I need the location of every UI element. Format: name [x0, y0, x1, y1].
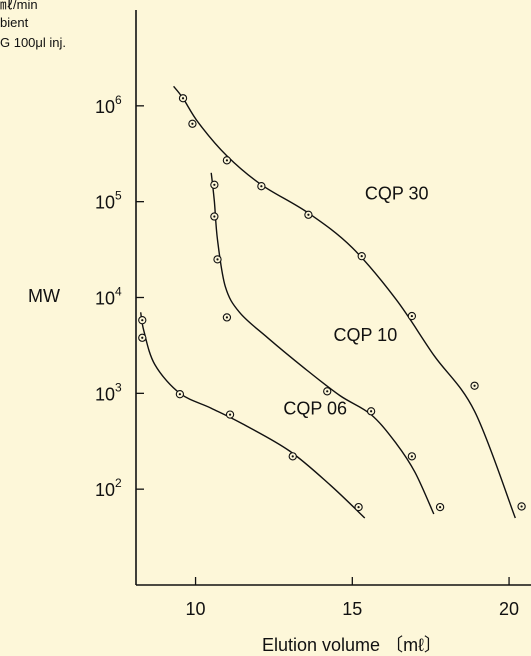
- point-dot: [178, 393, 181, 396]
- point-dot: [225, 316, 229, 319]
- x-tick-label: 20: [499, 599, 519, 619]
- chart-curves: [140, 85, 516, 519]
- point-dot: [228, 413, 232, 416]
- note-line-2: bient: [0, 15, 29, 30]
- y-axis-title: MW: [28, 286, 60, 306]
- data-point-cqp-30: [517, 502, 526, 511]
- data-point-cqp-10: [210, 180, 219, 189]
- point-dot: [213, 215, 216, 218]
- data-point-cqp-10: [435, 502, 445, 512]
- data-point-cqp-06: [354, 502, 363, 512]
- y-tick-label: 103: [95, 380, 122, 404]
- point-dot: [410, 455, 413, 458]
- data-point-cqp-10: [366, 407, 376, 416]
- point-dot: [216, 258, 219, 261]
- series-label-cqp-06: CQP 06: [283, 399, 347, 419]
- point-dot: [357, 505, 360, 509]
- point-dot: [225, 159, 229, 162]
- x-axis-title: Elution volume 〔mℓ〕: [262, 635, 442, 655]
- note-line-3: G 100μl inj.: [0, 35, 67, 50]
- point-dot: [307, 213, 310, 216]
- data-point-cqp-30: [304, 210, 313, 219]
- data-point-cqp-06: [138, 333, 147, 342]
- x-tick-label: 10: [186, 599, 206, 619]
- point-dot: [291, 455, 294, 458]
- data-point-cqp-30: [222, 156, 232, 165]
- data-point-cqp-30: [407, 311, 417, 321]
- point-dot: [181, 97, 185, 100]
- data-point-cqp-10: [210, 212, 219, 221]
- series-label-cqp-10: CQP 10: [334, 325, 398, 345]
- series-label-cqp-30: CQP 30: [365, 184, 429, 204]
- curve-cqp-06: [140, 312, 366, 519]
- curve-cqp-30: [173, 85, 516, 519]
- data-point-cqp-06: [225, 410, 235, 419]
- point-dot: [326, 390, 329, 393]
- point-dot: [410, 314, 413, 318]
- point-dot: [141, 336, 144, 339]
- point-dot: [191, 122, 194, 125]
- data-point-cqp-10: [407, 452, 417, 461]
- note-line-1: ㎖/min: [0, 0, 38, 12]
- point-dot: [213, 183, 216, 186]
- data-point-cqp-10: [323, 387, 332, 396]
- y-tick-label: 106: [95, 93, 122, 117]
- data-point-cqp-30: [470, 381, 479, 390]
- data-point-cqp-30: [188, 119, 197, 128]
- point-dot: [360, 255, 363, 258]
- y-tick-label: 102: [95, 476, 122, 500]
- point-dot: [520, 505, 523, 508]
- point-dot: [370, 410, 373, 413]
- data-point-cqp-30: [178, 94, 188, 103]
- data-point-cqp-06: [138, 316, 147, 325]
- data-point-cqp-10: [222, 313, 232, 322]
- point-dot: [473, 384, 476, 387]
- data-point-cqp-30: [357, 252, 366, 261]
- x-tick-label: 15: [342, 599, 362, 619]
- point-dot: [141, 319, 144, 322]
- data-point-cqp-30: [257, 182, 266, 191]
- data-point-cqp-06: [288, 452, 297, 461]
- y-tick-label: 105: [95, 189, 122, 213]
- chart-labels: CQP 30 CQP 10 CQP 06: [283, 184, 428, 419]
- data-point-cqp-06: [175, 390, 185, 399]
- point-dot: [260, 185, 263, 188]
- point-dot: [438, 505, 442, 509]
- data-point-cqp-10: [213, 255, 222, 264]
- chart-axes: 10 15 20 102 103 104 105 106 MW Elution volume 〔m…: [28, 10, 531, 655]
- chart-points: [138, 94, 526, 512]
- y-tick-label: 104: [95, 285, 122, 309]
- curve-cqp-10: [210, 172, 435, 515]
